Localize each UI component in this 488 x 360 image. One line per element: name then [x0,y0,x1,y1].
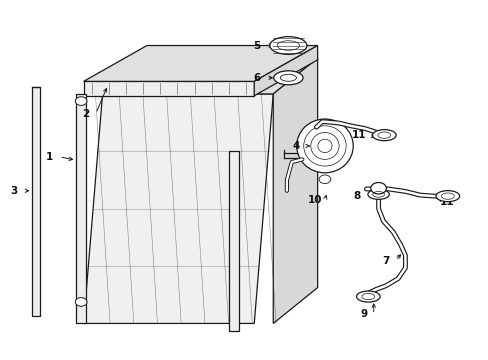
Ellipse shape [269,37,306,54]
Polygon shape [228,151,238,330]
Polygon shape [254,45,317,96]
Polygon shape [83,81,254,96]
Ellipse shape [356,291,379,302]
Circle shape [370,183,386,194]
Circle shape [319,175,330,184]
Text: 5: 5 [253,41,260,50]
Ellipse shape [273,71,303,85]
Polygon shape [83,94,273,323]
Circle shape [75,298,87,306]
Text: 4: 4 [291,141,299,151]
Polygon shape [102,58,317,94]
Text: 10: 10 [307,195,322,205]
Polygon shape [32,87,40,316]
Polygon shape [83,45,317,81]
Text: 1: 1 [46,152,53,162]
Polygon shape [76,94,86,323]
Text: 9: 9 [360,310,367,319]
Text: 2: 2 [82,109,89,119]
Ellipse shape [435,190,459,202]
Ellipse shape [280,74,296,81]
Circle shape [75,97,87,105]
Text: 11: 11 [439,197,453,207]
Text: 7: 7 [382,256,389,266]
Text: 3: 3 [11,186,18,196]
Text: 11: 11 [351,130,366,140]
Text: 6: 6 [253,73,260,83]
Ellipse shape [372,130,395,141]
Polygon shape [273,58,317,323]
Ellipse shape [367,189,388,199]
Ellipse shape [296,119,352,173]
Text: 8: 8 [352,191,360,201]
